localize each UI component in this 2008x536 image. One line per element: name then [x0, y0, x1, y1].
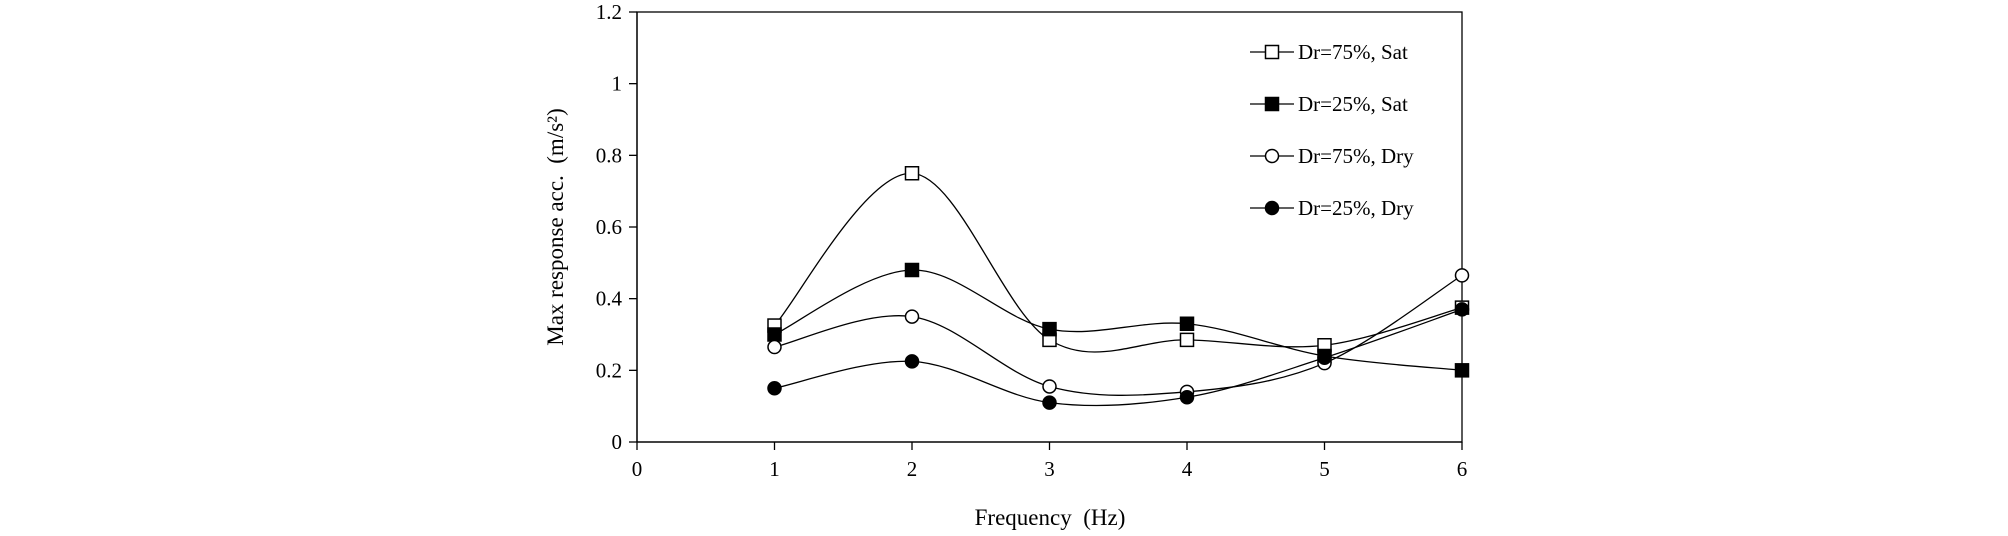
- series-1: [767, 166, 1470, 353]
- data-point: [1179, 332, 1195, 348]
- x-axis-title: Frequency (Hz): [975, 505, 1126, 530]
- data-point: [767, 381, 782, 396]
- data-point: [904, 262, 920, 278]
- x-tick-label: 1: [769, 457, 780, 481]
- data-point: [767, 339, 782, 355]
- y-tick-label: 0: [612, 430, 623, 454]
- legend-item: Dr=75%, Dry: [1250, 144, 1414, 168]
- series-line: [774, 274, 1463, 396]
- x-tick-label: 2: [907, 457, 918, 481]
- legend-item: Dr=75%, Sat: [1250, 40, 1408, 64]
- data-point: [1454, 268, 1470, 283]
- y-tick-label: 0.6: [596, 215, 622, 239]
- legend-label: Dr=25%, Sat: [1298, 92, 1408, 116]
- x-tick-label: 5: [1319, 457, 1330, 481]
- x-tick-label: 4: [1182, 457, 1193, 481]
- legend-marker: [1264, 148, 1280, 164]
- legend-marker: [1264, 44, 1280, 60]
- legend-label: Dr=75%, Sat: [1298, 40, 1408, 64]
- data-point: [1042, 395, 1057, 410]
- data-point: [904, 354, 920, 369]
- series-line: [774, 308, 1463, 407]
- data-point: [1179, 389, 1195, 405]
- data-point: [1454, 302, 1470, 317]
- legend-item: Dr=25%, Sat: [1250, 92, 1408, 116]
- y-tick-label: 0.8: [596, 143, 622, 167]
- series-line: [774, 269, 1463, 371]
- legend: Dr=75%, Sat Dr=25%, Sat Dr=75%, Dry Dr=25%,…: [1250, 40, 1414, 220]
- legend-marker: [1264, 96, 1280, 112]
- data-point: [904, 309, 920, 324]
- plot-area-border: [636, 11, 1463, 443]
- series-2: [767, 262, 1470, 378]
- data-point: [1042, 321, 1057, 337]
- y-tick-label: 1.2: [596, 0, 622, 24]
- data-point: [1042, 379, 1057, 394]
- x-tick-label: 6: [1457, 457, 1468, 481]
- x-axis-ticks: 0 1 2 3 4 5 6: [632, 442, 1468, 481]
- y-axis-ticks: 0 0.2 0.4 0.6 0.8 1 1.2: [596, 0, 637, 454]
- series-4: [767, 302, 1470, 410]
- legend-marker: [1264, 200, 1280, 216]
- data-point: [1317, 350, 1332, 366]
- y-tick-label: 1: [612, 72, 623, 96]
- y-axis-title: Max response acc. (m/s²): [543, 108, 568, 345]
- series-layer: [767, 166, 1470, 410]
- legend-label: Dr=75%, Dry: [1298, 144, 1414, 168]
- data-point: [1179, 316, 1195, 331]
- data-point: [904, 166, 920, 181]
- y-tick-label: 0.2: [596, 358, 622, 382]
- legend-item: Dr=25%, Dry: [1250, 196, 1414, 220]
- data-point: [1454, 363, 1470, 378]
- y-tick-label: 0.4: [596, 287, 623, 311]
- series-3: [767, 268, 1470, 400]
- legend-label: Dr=25%, Dry: [1298, 196, 1414, 220]
- x-tick-label: 3: [1044, 457, 1055, 481]
- x-tick-label: 0: [632, 457, 643, 481]
- data-point: [767, 327, 782, 342]
